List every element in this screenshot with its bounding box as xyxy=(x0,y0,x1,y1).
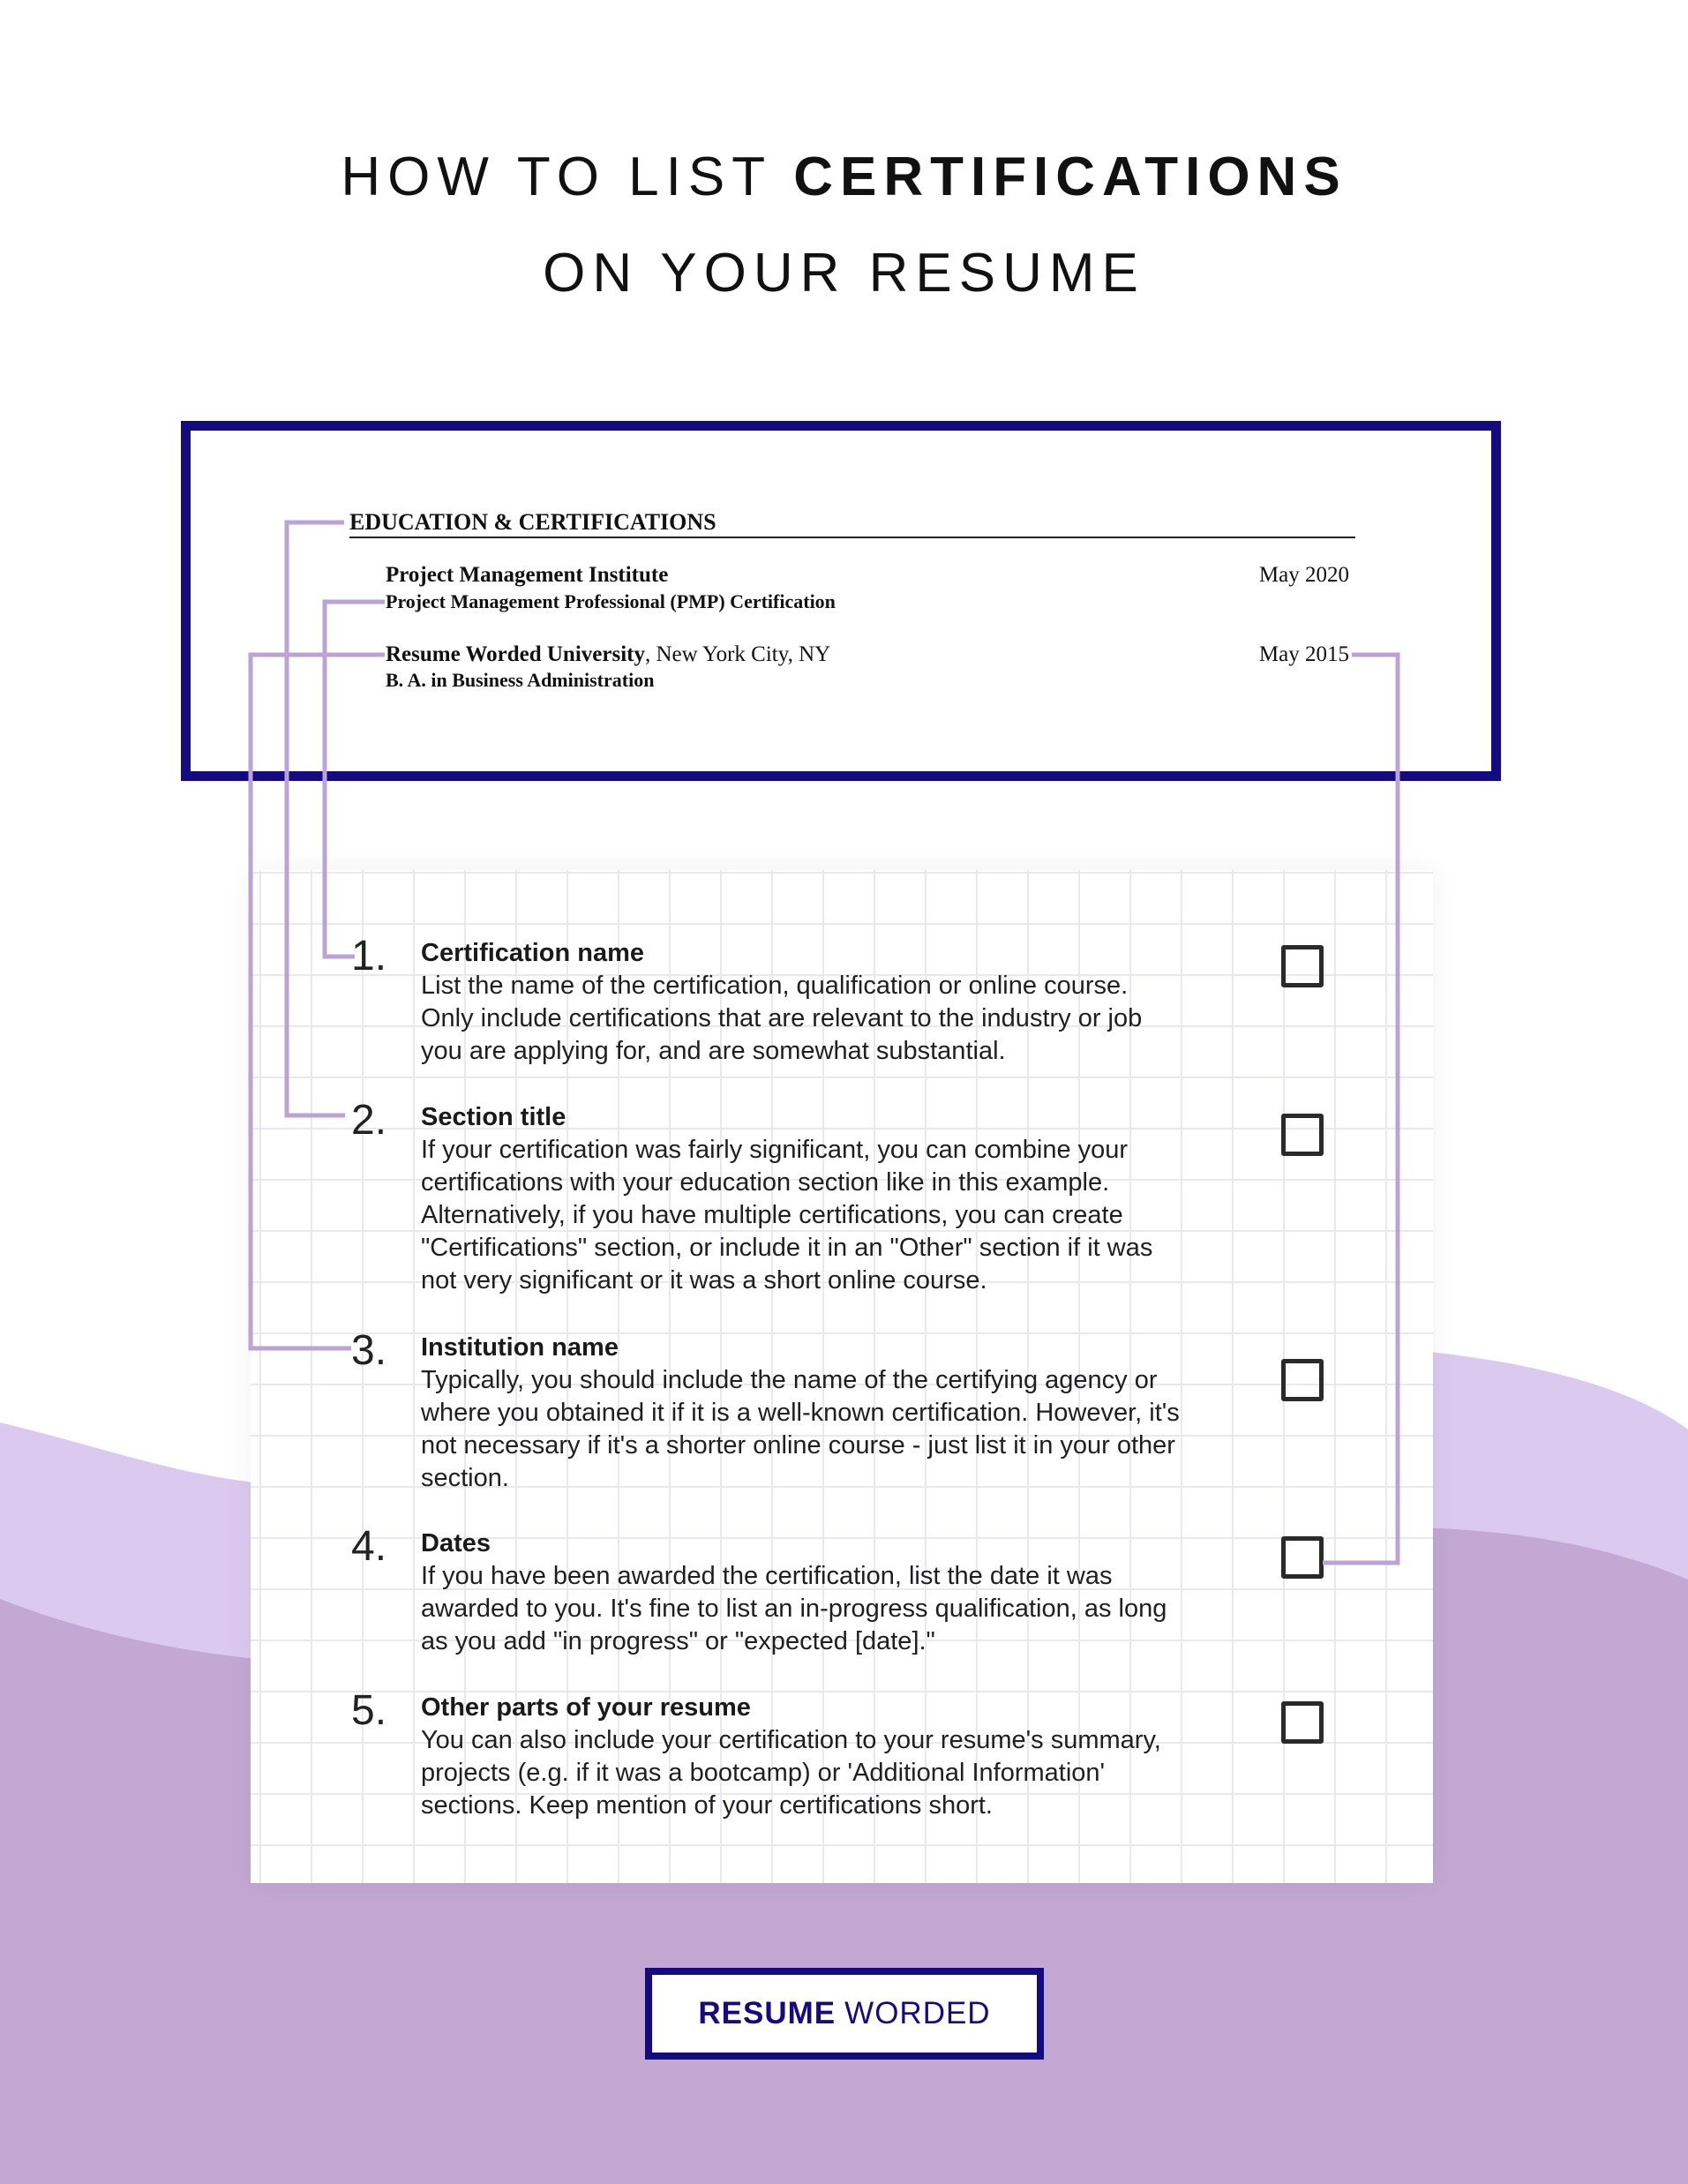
item-body: If you have been awarded the certificati… xyxy=(421,1562,1167,1655)
resume-entry-detail: B. A. in Business Administration xyxy=(386,669,655,691)
resume-entry-institution-line: Resume Worded University, New York City,… xyxy=(386,642,830,667)
checkbox[interactable] xyxy=(1281,1114,1324,1156)
checkbox[interactable] xyxy=(1281,945,1324,987)
page-title-line-1: HOW TO LIST CERTIFICATIONS xyxy=(341,146,1347,207)
item-number: 4. xyxy=(351,1523,387,1570)
item-title: Section title xyxy=(421,1103,566,1131)
item-body: Typically, you should include the name o… xyxy=(421,1366,1180,1492)
item-body: List the name of the certification, qual… xyxy=(421,972,1143,1065)
resume-entry-location: , New York City, NY xyxy=(644,642,831,666)
resume-example-box xyxy=(181,421,1501,781)
resume-entry-institution: Resume Worded University xyxy=(386,642,645,666)
resume-entry-date: May 2020 xyxy=(1258,563,1349,587)
item-number: 2. xyxy=(351,1097,387,1144)
resume-worded-logo: RESUME WORDED xyxy=(645,1968,1044,2060)
item-number: 1. xyxy=(351,933,387,979)
item-body: If your certification was fairly signifi… xyxy=(421,1136,1153,1295)
item-body: You can also include your certification … xyxy=(421,1726,1161,1820)
resume-entry-detail: Project Management Professional (PMP) Ce… xyxy=(386,590,836,612)
checkbox[interactable] xyxy=(1281,1701,1324,1744)
item-title: Dates xyxy=(421,1529,491,1557)
resume-section-heading: EDUCATION & CERTIFICATIONS xyxy=(349,509,716,535)
checkbox[interactable] xyxy=(1281,1359,1324,1401)
item-title: Other parts of your resume xyxy=(421,1693,751,1722)
item-title: Certification name xyxy=(421,939,644,967)
item-title: Institution name xyxy=(421,1333,619,1362)
page-title-line-2: ON YOUR RESUME xyxy=(543,243,1145,304)
resume-entry-institution: Project Management Institute xyxy=(386,563,669,587)
checkbox[interactable] xyxy=(1281,1536,1324,1579)
section-divider xyxy=(349,537,1355,538)
resume-entry-date: May 2015 xyxy=(1258,642,1349,666)
item-number: 5. xyxy=(351,1687,387,1734)
checklist-card xyxy=(251,870,1433,1883)
item-number: 3. xyxy=(351,1327,387,1374)
